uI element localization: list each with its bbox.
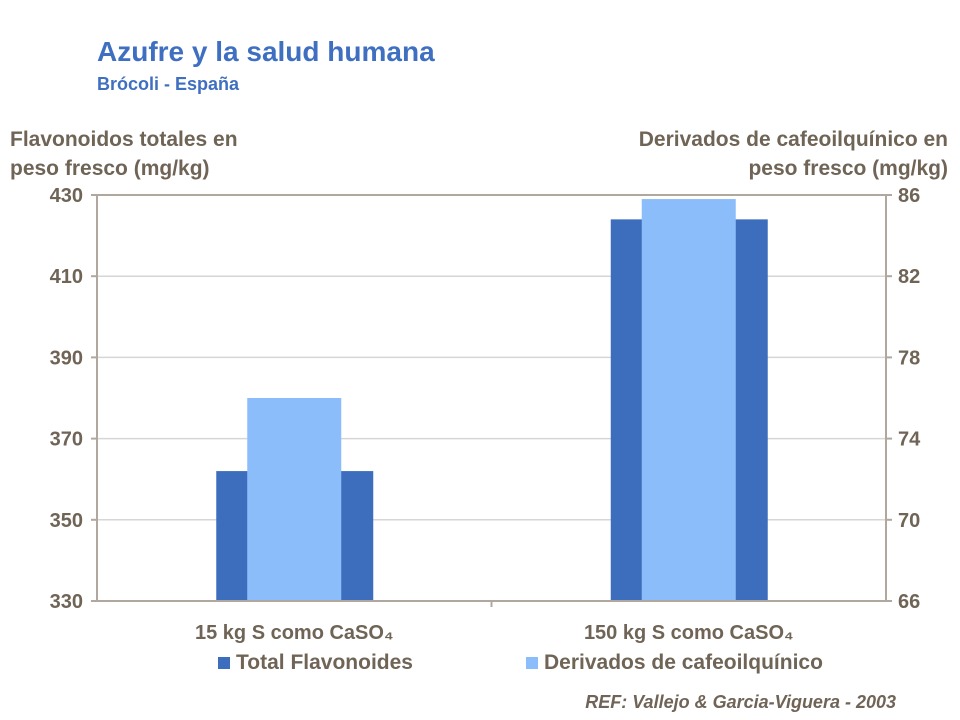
- y2-tick-label: 66: [898, 591, 920, 613]
- legend-swatch: [526, 657, 538, 669]
- y-tick-label: 390: [50, 347, 83, 369]
- y2-tick-label: 86: [898, 185, 920, 207]
- y2-axis-label-line: Derivados de cafeoilquínico en: [638, 128, 948, 151]
- y2-tick-label: 70: [898, 510, 920, 532]
- y-tick-label: 410: [50, 266, 83, 288]
- y2-tick-label: 78: [898, 347, 920, 369]
- legend-item-total-flavonoides: Total Flavonoides: [218, 651, 413, 675]
- reference-note: REF: Vallejo & Garcia-Viguera - 2003: [585, 692, 896, 712]
- bar-derivados-cafeoilquinico: [247, 398, 342, 601]
- legend-swatch: [218, 657, 230, 669]
- x-tick-label: 150 kg S como CaSO₄: [584, 622, 794, 644]
- chart-title: Azufre y la salud humana: [97, 36, 435, 67]
- legend-label: Derivados de cafeoilquínico: [544, 651, 823, 674]
- chart-subtitle: Brócoli - España: [97, 74, 240, 94]
- y-tick-label: 370: [50, 429, 83, 451]
- legend-item-derivados: Derivados de cafeoilquínico: [526, 651, 823, 675]
- y-tick-label: 430: [50, 185, 83, 207]
- y2-axis-label-line: peso fresco (mg/kg): [748, 157, 948, 180]
- y-axis-label-line: Flavonoidos totales en: [10, 128, 238, 151]
- y2-tick-label: 82: [898, 266, 920, 288]
- y-axis-label-line: peso fresco (mg/kg): [10, 157, 210, 180]
- y-axis-label: Flavonoidos totales en peso fresco (mg/k…: [10, 125, 238, 183]
- y2-axis-label: Derivados de cafeoilquínico en peso fres…: [639, 125, 948, 183]
- x-tick-label: 15 kg S como CaSO₄: [195, 622, 394, 644]
- y-tick-label: 330: [50, 591, 83, 613]
- legend-label: Total Flavonoides: [236, 651, 413, 674]
- bar-derivados-cafeoilquinico: [641, 199, 736, 601]
- y-tick-label: 350: [50, 510, 83, 532]
- y2-tick-label: 74: [898, 429, 921, 451]
